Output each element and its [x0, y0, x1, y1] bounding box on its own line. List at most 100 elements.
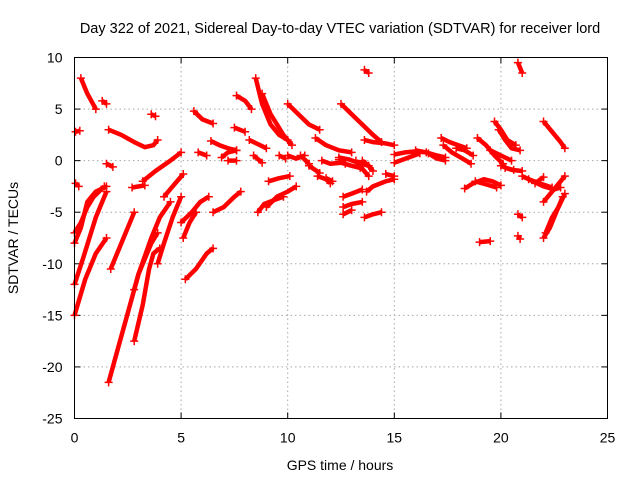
y-tick-label: 10	[47, 50, 63, 66]
data-point-marker	[337, 99, 345, 108]
data-point-marker	[128, 183, 137, 192]
data-trace	[181, 211, 198, 239]
data-trace	[541, 119, 567, 150]
data-trace	[307, 163, 321, 175]
data-point-marker	[339, 210, 348, 219]
data-point-marker	[475, 238, 484, 247]
data-trace	[541, 174, 567, 204]
data-point-marker	[74, 182, 83, 191]
data-point-marker	[513, 210, 522, 219]
data-trace	[474, 179, 498, 190]
x-axis-label: GPS time / hours	[287, 457, 394, 473]
data-point-marker	[328, 177, 337, 186]
data-point-marker	[390, 172, 399, 181]
data-point-marker	[224, 156, 233, 165]
data-trace	[78, 77, 98, 111]
data-point-marker	[283, 99, 292, 108]
data-point-marker	[258, 158, 267, 167]
data-trace	[209, 138, 238, 153]
data-point-marker	[560, 144, 569, 153]
data-point-marker	[245, 136, 254, 145]
data-point-marker	[560, 172, 569, 181]
data-point-marker	[518, 172, 527, 181]
data-point-marker	[236, 187, 245, 196]
data-point-marker	[287, 141, 296, 150]
data-trace	[132, 231, 160, 291]
data-trace	[489, 148, 513, 163]
data-point-marker	[539, 173, 548, 182]
data-point-marker	[76, 74, 85, 83]
data-trace	[264, 184, 298, 209]
data-point-marker	[362, 187, 371, 196]
data-point-marker	[486, 237, 495, 246]
data-point-marker	[91, 105, 100, 114]
data-point-marker	[138, 177, 147, 186]
data-point-marker	[411, 146, 420, 155]
plot-frame	[74, 57, 608, 419]
data-trace	[363, 137, 395, 148]
data-point-marker	[153, 259, 162, 268]
data-point-marker	[253, 208, 262, 217]
data-point-marker	[153, 136, 162, 145]
y-tick-label: -25	[42, 411, 62, 427]
data-point-marker	[130, 285, 139, 294]
data-trace	[192, 109, 214, 126]
data-point-marker	[467, 159, 476, 168]
data-point-marker	[492, 183, 501, 192]
data-point-marker	[202, 151, 211, 160]
data-point-marker	[251, 74, 260, 83]
data-point-marker	[518, 213, 527, 222]
data-point-marker	[108, 162, 117, 171]
data-point-marker	[334, 155, 343, 164]
data-point-marker	[106, 264, 115, 273]
data-point-marker	[439, 141, 448, 150]
data-point-marker	[358, 156, 367, 165]
data-trace	[132, 246, 162, 342]
y-tick-label: -10	[42, 256, 62, 272]
data-trace	[179, 194, 210, 225]
y-tick-label: -5	[50, 204, 63, 220]
data-traces	[70, 58, 569, 387]
x-tick-label: 10	[280, 430, 296, 446]
data-trace	[360, 158, 375, 173]
data-point-marker	[181, 275, 190, 284]
data-point-marker	[192, 208, 201, 217]
data-point-marker	[292, 182, 301, 191]
data-point-marker	[75, 126, 84, 135]
data-trace	[543, 192, 567, 234]
data-trace	[72, 236, 109, 317]
data-point-marker	[179, 234, 188, 242]
data-point-marker	[377, 208, 386, 217]
data-point-marker	[160, 192, 169, 201]
data-point-marker	[313, 172, 322, 181]
data-trace	[393, 151, 421, 165]
data-trace	[298, 153, 311, 166]
data-point-marker	[441, 156, 450, 165]
data-point-marker	[262, 144, 271, 153]
data-point-marker	[305, 161, 314, 170]
data-point-marker	[518, 68, 527, 77]
data-point-marker	[177, 218, 186, 227]
data-point-marker	[496, 161, 505, 170]
data-trace	[441, 143, 473, 166]
data-point-marker	[241, 127, 250, 136]
y-tick-label: 5	[55, 101, 63, 117]
data-point-marker	[283, 151, 292, 160]
data-point-marker	[130, 208, 139, 217]
data-point-marker	[71, 127, 80, 136]
data-trace	[339, 102, 383, 144]
data-point-marker	[262, 203, 271, 212]
data-trace	[72, 184, 108, 245]
x-tick-label: 20	[493, 430, 509, 446]
data-trace	[365, 177, 395, 194]
data-point-marker	[339, 203, 348, 212]
data-point-marker	[347, 148, 356, 157]
data-point-marker	[490, 117, 499, 126]
data-point-marker	[539, 234, 548, 242]
data-point-marker	[285, 172, 294, 181]
data-point-marker	[102, 187, 111, 196]
data-point-marker	[177, 192, 186, 201]
data-trace	[220, 148, 238, 160]
data-point-marker	[390, 141, 399, 150]
